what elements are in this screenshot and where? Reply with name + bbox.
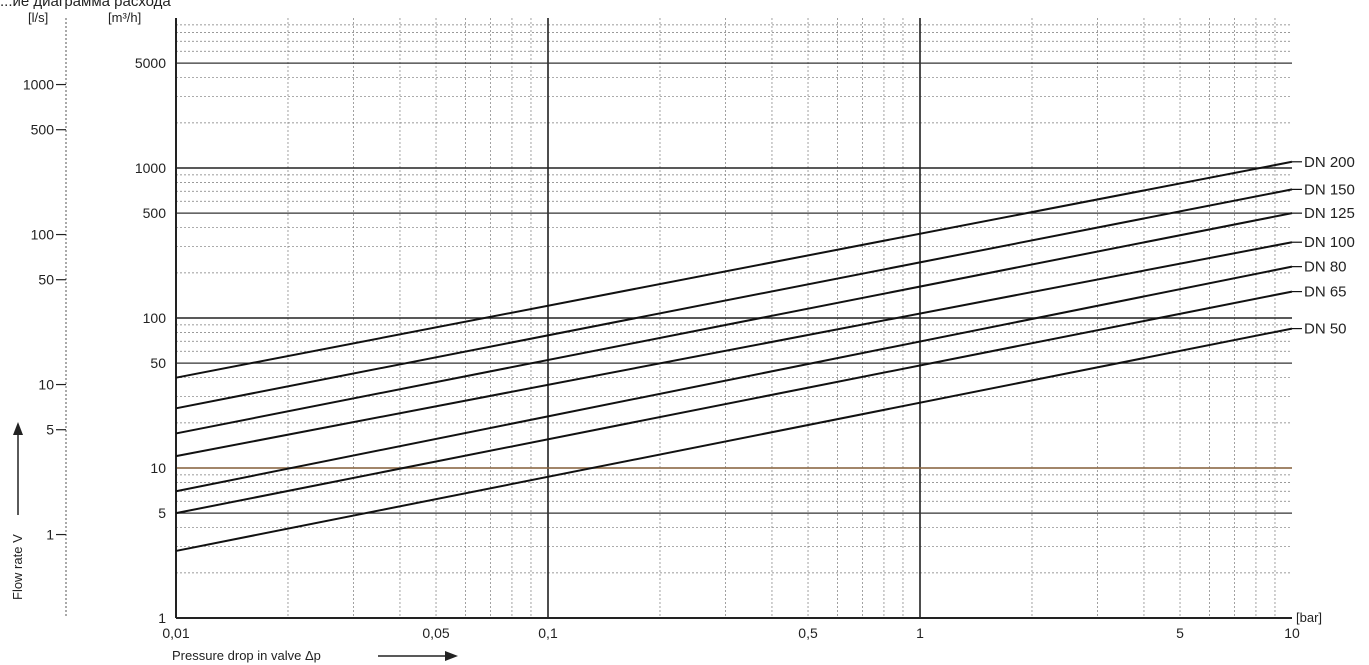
- y-tick-label: 50: [150, 355, 166, 371]
- y-ls-tick-label: 500: [31, 122, 55, 138]
- series-line: [175, 265, 1293, 493]
- y-axis-title: Flow rate V: [10, 534, 25, 600]
- grid-major: [176, 18, 1292, 618]
- y-tick-label: 5: [158, 505, 166, 521]
- series-label: DN 65: [1304, 284, 1347, 301]
- y-tick-labels-ls: 1 5 10 50 100 500 1000: [23, 77, 66, 543]
- x-tick-label: 0,5: [798, 625, 818, 641]
- x-axis-arrowhead: [445, 651, 458, 661]
- x-tick-label: 0,01: [162, 625, 189, 641]
- series-label: DN 80: [1304, 259, 1347, 276]
- series-label: DN 100: [1304, 234, 1355, 251]
- y-tick-label: 500: [143, 205, 167, 221]
- y-ls-tick-label: 5: [46, 422, 54, 438]
- y-unit-left: [l/s]: [28, 10, 48, 25]
- y-tick-label: 100: [143, 310, 167, 326]
- series-line: [175, 160, 1293, 379]
- x-tick-label: 10: [1284, 625, 1300, 641]
- x-unit: [bar]: [1296, 610, 1322, 625]
- series-line: [175, 290, 1293, 515]
- series-line: [175, 327, 1293, 552]
- x-tick-labels: 0,01 0,05 0,1 0,5 1 5 10: [162, 625, 1300, 641]
- x-tick-label: 0,1: [538, 625, 558, 641]
- y-axis-arrowhead: [13, 422, 23, 435]
- series-layer: DN 200 DN 150 DN 125 DN 100 DN 80 DN 65 DN 50: [175, 154, 1355, 552]
- y-tick-labels: 1 5 10 50 100 500 1000 5000: [135, 55, 166, 626]
- y-tick-label: 10: [150, 460, 166, 476]
- y-axis-title-group: Flow rate V: [10, 422, 25, 600]
- y-ls-tick-label: 50: [38, 272, 54, 288]
- y-tick-label: 5000: [135, 55, 166, 71]
- x-tick-label: 1: [916, 625, 924, 641]
- y-tick-label: 1: [158, 610, 166, 626]
- y-tick-label: 1000: [135, 160, 166, 176]
- series-label: DN 50: [1304, 321, 1347, 338]
- series-line: [175, 188, 1293, 410]
- y-ls-tick-label: 10: [38, 377, 54, 393]
- y-ls-tick-label: 1: [46, 527, 54, 543]
- series-label: DN 150: [1304, 181, 1355, 198]
- series-line: [175, 212, 1293, 435]
- y-unit-right: [m³/h]: [108, 10, 141, 25]
- chart-title: ...ие диаграмма расхода: [0, 0, 171, 10]
- series-label: DN 200: [1304, 154, 1355, 171]
- series-line: [175, 241, 1293, 458]
- x-tick-label: 0,05: [422, 625, 449, 641]
- x-axis-title: Pressure drop in valve Δp: [172, 648, 321, 663]
- y-ls-tick-label: 1000: [23, 77, 54, 93]
- y-ls-tick-label: 100: [31, 227, 55, 243]
- series-label: DN 125: [1304, 205, 1355, 222]
- x-tick-label: 5: [1176, 625, 1184, 641]
